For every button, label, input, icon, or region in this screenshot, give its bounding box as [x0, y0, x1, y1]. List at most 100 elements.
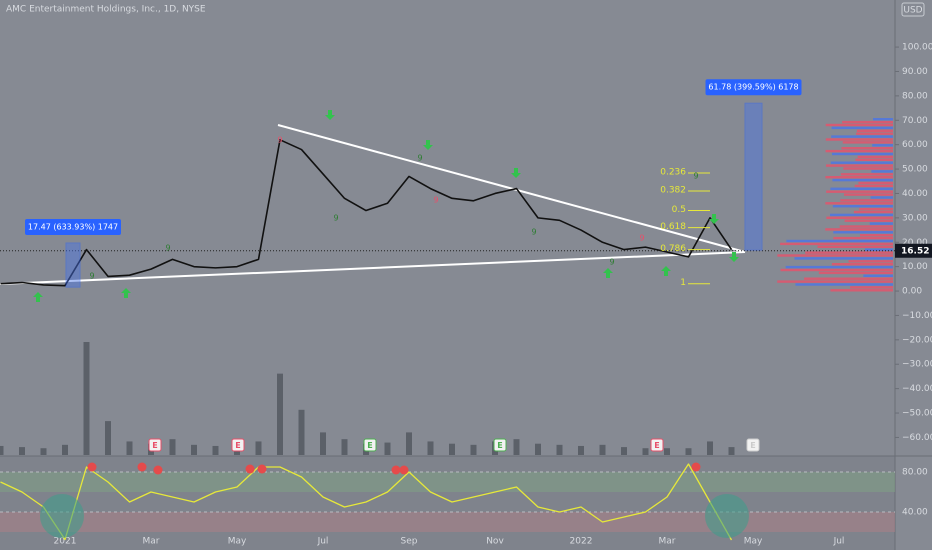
- volume-bar: [384, 442, 391, 455]
- sequential-marker: 9: [433, 196, 438, 205]
- volume-profile: [842, 120, 893, 124]
- earnings-box: [148, 438, 162, 452]
- volume-profile: [777, 254, 893, 257]
- y-tick-label: 60.00: [902, 140, 928, 150]
- volume-profile: [844, 219, 893, 222]
- rsi-dot: [391, 465, 401, 475]
- earnings-box: [650, 438, 664, 452]
- rsi-highlight: [705, 494, 749, 538]
- earnings-label: E: [750, 441, 755, 450]
- volume-profile: [840, 173, 893, 176]
- rsi-dot: [87, 462, 97, 472]
- volume-profile: [842, 141, 893, 144]
- rsi-band: [0, 512, 895, 532]
- volume-profile: [869, 222, 893, 225]
- earnings-label: E: [235, 441, 240, 450]
- y-tick-label: 40.00: [902, 189, 928, 199]
- earnings-label: E: [367, 441, 372, 450]
- sequential-marker: 9: [333, 214, 338, 223]
- x-tick-label: Jul: [833, 537, 845, 547]
- volume-bar: [470, 444, 477, 455]
- y-tick-label: 90.00: [902, 67, 928, 77]
- volume-profile: [830, 213, 893, 217]
- volume-bar: [535, 443, 541, 455]
- measure-box: [65, 242, 81, 288]
- volume-profile: [841, 147, 893, 150]
- sequential-marker: 9: [531, 228, 536, 237]
- x-tick-label: May: [744, 537, 763, 547]
- volume-profile: [848, 260, 893, 263]
- volume-profile: [833, 231, 893, 234]
- earnings-box: [746, 438, 760, 452]
- volume-bar: [0, 445, 4, 455]
- sequential-marker: 9: [165, 244, 170, 253]
- volume-bar: [105, 421, 111, 455]
- rsi-dot: [137, 462, 147, 472]
- rsi-band: [0, 472, 895, 492]
- rsi-dot: [399, 465, 409, 475]
- volume-profile: [830, 187, 893, 190]
- earnings-label: E: [654, 441, 659, 450]
- earnings-box: [231, 438, 245, 452]
- volume-bar: [40, 448, 47, 455]
- volume-bar: [578, 445, 584, 455]
- volume-bar: [19, 447, 25, 455]
- volume-bar: [707, 441, 713, 455]
- volume-bar: [169, 439, 176, 455]
- rsi-highlight: [40, 494, 84, 538]
- volume-profile: [825, 138, 893, 141]
- signal-arrow: [33, 292, 43, 302]
- volume-bar: [298, 409, 305, 455]
- volume-bar: [728, 447, 735, 455]
- sequential-marker: 9: [277, 136, 282, 145]
- volume-profile: [805, 251, 893, 254]
- rsi-dot: [153, 465, 163, 475]
- volume-profile: [825, 164, 893, 167]
- sequential-marker: 9: [639, 234, 644, 243]
- sequential-marker: 9: [693, 172, 698, 181]
- signal-arrow: [423, 140, 433, 150]
- y-tick-label: 100.00: [902, 43, 932, 53]
- signal-arrow: [511, 168, 521, 178]
- y-tick-label: 30.00: [902, 213, 928, 223]
- volume-bar: [685, 448, 692, 455]
- measure-box: [744, 102, 763, 251]
- volume-profile: [780, 268, 893, 272]
- fib-label: 0.786: [660, 244, 686, 254]
- volume-profile: [858, 181, 893, 185]
- volume-bar: [642, 448, 649, 455]
- volume-profile: [871, 170, 893, 173]
- volume-profile: [777, 280, 893, 283]
- volume-bar: [191, 444, 197, 455]
- volume-profile: [859, 207, 893, 211]
- rsi-dot: [257, 464, 267, 474]
- fib-label: 0.236: [660, 167, 686, 177]
- earnings-box: [493, 438, 507, 452]
- volume-profile: [831, 135, 893, 138]
- earnings-label: E: [497, 441, 502, 450]
- volume-profile: [831, 263, 893, 266]
- measure-label: 17.47 (633.93%) 1747: [28, 222, 118, 231]
- volume-profile: [818, 271, 893, 275]
- volume-bar: [126, 441, 133, 455]
- volume-profile: [785, 265, 893, 269]
- y-tick-label: 80.00: [902, 468, 928, 478]
- volume-profile: [795, 283, 893, 286]
- volume-profile: [804, 277, 893, 280]
- volume-profile: [864, 248, 893, 251]
- last-price-box: [895, 243, 932, 258]
- y-tick-label: 40.00: [902, 508, 928, 518]
- volume-profile: [856, 132, 893, 135]
- volume-profile: [832, 178, 893, 182]
- earnings-box: [363, 438, 377, 452]
- volume-bar: [320, 432, 326, 455]
- volume-bar: [277, 373, 283, 455]
- x-tick-label: Mar: [659, 537, 676, 547]
- volume-profile: [825, 123, 893, 127]
- volume-bar: [664, 448, 670, 455]
- sequential-marker: 9: [89, 272, 94, 281]
- volume-profile: [863, 274, 893, 277]
- volume-profile: [817, 245, 893, 248]
- trendline: [0, 251, 746, 285]
- volume-bar: [62, 444, 68, 455]
